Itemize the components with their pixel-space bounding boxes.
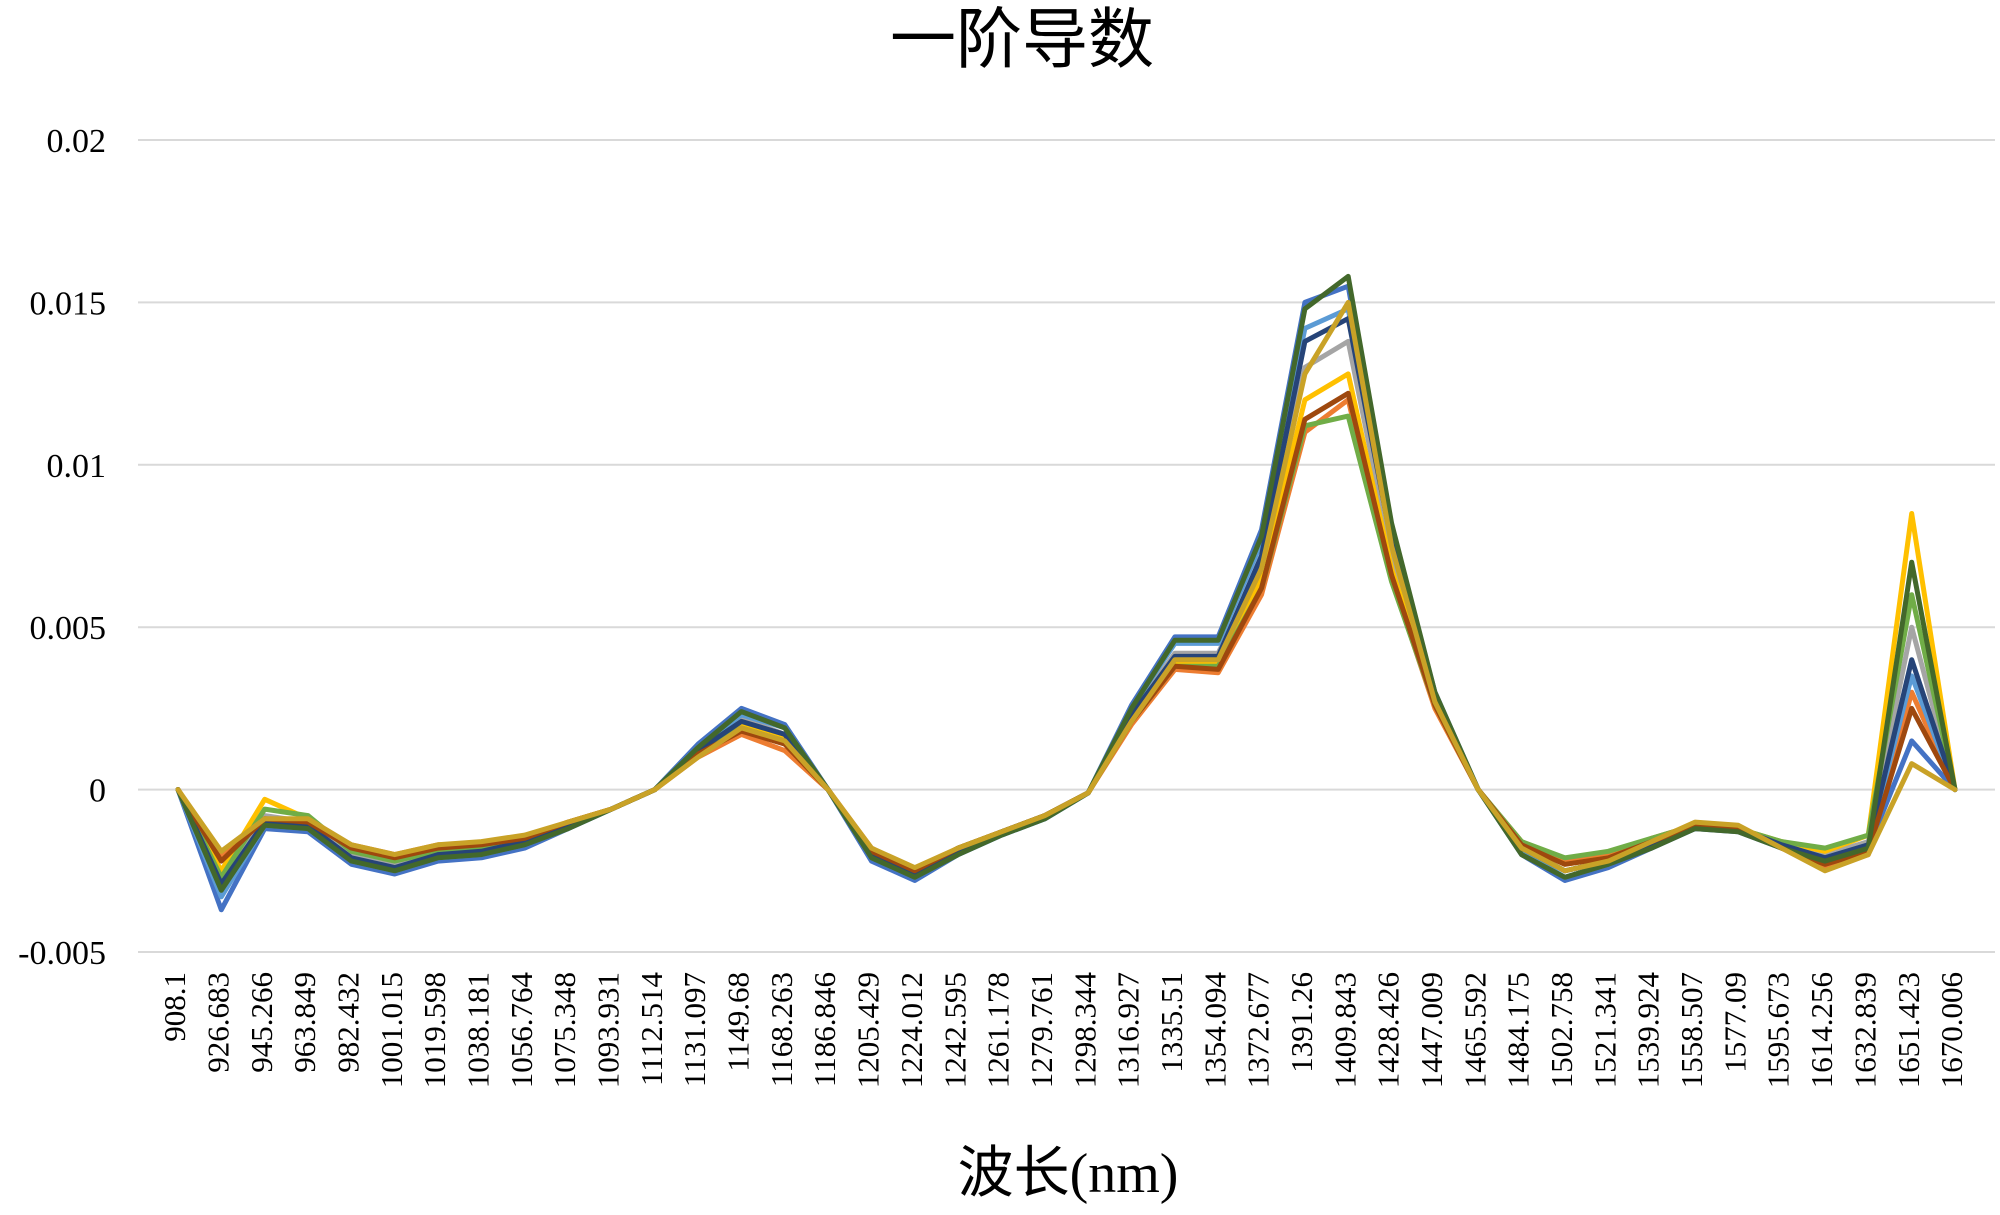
x-axis-title: 波长(nm) [958,1143,1179,1205]
x-tick-label: 1409.843 [1327,972,1362,1088]
series-line-9 [175,273,1958,893]
x-tick-label: 1131.097 [677,972,712,1087]
x-tick-label: 1186.846 [807,972,842,1087]
x-tick-label: 926.683 [200,972,235,1073]
y-tick-label: 0.02 [47,123,107,160]
x-tick-label: 1335.51 [1154,972,1189,1073]
x-tick-label: 1372.677 [1241,972,1276,1088]
x-tick-label: 1651.423 [1891,972,1926,1088]
x-tick-label: 1484.175 [1501,972,1536,1088]
series-line-7 [175,316,1958,887]
x-tick-label: 908.1 [157,972,192,1042]
x-tick-label: 963.849 [287,972,322,1073]
x-tick-label: 1354.094 [1197,972,1232,1089]
x-tick-label: 1279.761 [1024,972,1059,1088]
gridlines [138,139,1995,791]
y-tick-label: 0.015 [30,285,107,322]
x-tick-label: 1521.341 [1587,972,1622,1088]
x-tick-label: 1205.429 [851,972,886,1088]
x-tick-label: 1112.514 [634,972,669,1086]
x-tick-label: 1093.931 [591,972,626,1088]
y-tick-label: 0.005 [30,610,107,647]
series-lines [175,273,1958,913]
x-tick-label: 1038.181 [460,972,495,1088]
x-tick-label: 1001.015 [374,972,409,1088]
x-tick-label: 1075.348 [547,972,582,1088]
series-line-1 [175,283,1958,913]
chart-title: 一阶导数 [890,4,1154,77]
x-tick-label: 1614.256 [1804,972,1839,1088]
x-tick-label: 1224.012 [894,972,929,1088]
y-tick-label: -0.005 [18,935,106,972]
x-tick-label: 1316.927 [1111,972,1146,1088]
x-tick-label: 1242.595 [937,972,972,1088]
y-tick-label: 0 [89,773,106,810]
series-line-10 [175,299,1958,874]
x-tick-label: 1298.344 [1067,972,1102,1089]
x-tick-label: 1632.839 [1847,972,1882,1088]
x-tick-label: 1502.758 [1544,972,1579,1088]
x-tick-label: 1558.507 [1674,972,1709,1088]
x-tick-label: 1168.263 [764,972,799,1087]
x-tick-label: 982.432 [330,972,365,1073]
x-axis-ticks: 908.1 926.683 945.266 963.849 982.432 1001.01… [157,972,1969,1089]
y-axis-ticks: -0.005 0 0.005 0.01 0.015 0.02 [18,123,106,972]
x-tick-label: 1577.09 [1717,972,1752,1073]
x-tick-label: 1670.006 [1934,972,1969,1088]
x-tick-label: 1019.598 [417,972,452,1088]
x-tick-label: 1465.592 [1457,972,1492,1088]
x-tick-label: 1539.924 [1631,972,1666,1089]
y-tick-label: 0.01 [47,448,107,485]
x-tick-label: 1595.673 [1761,972,1796,1088]
x-tick-label: 945.266 [244,972,279,1073]
x-tick-label: 1428.426 [1371,972,1406,1088]
x-tick-label: 1261.178 [981,972,1016,1088]
x-tick-label: 1056.764 [504,972,539,1089]
x-tick-label: 1391.26 [1284,972,1319,1073]
x-tick-label: 1447.009 [1414,972,1449,1088]
x-tick-label: 1149.68 [721,972,756,1072]
series-line-2 [175,397,1958,874]
series-line-4 [175,371,1958,874]
